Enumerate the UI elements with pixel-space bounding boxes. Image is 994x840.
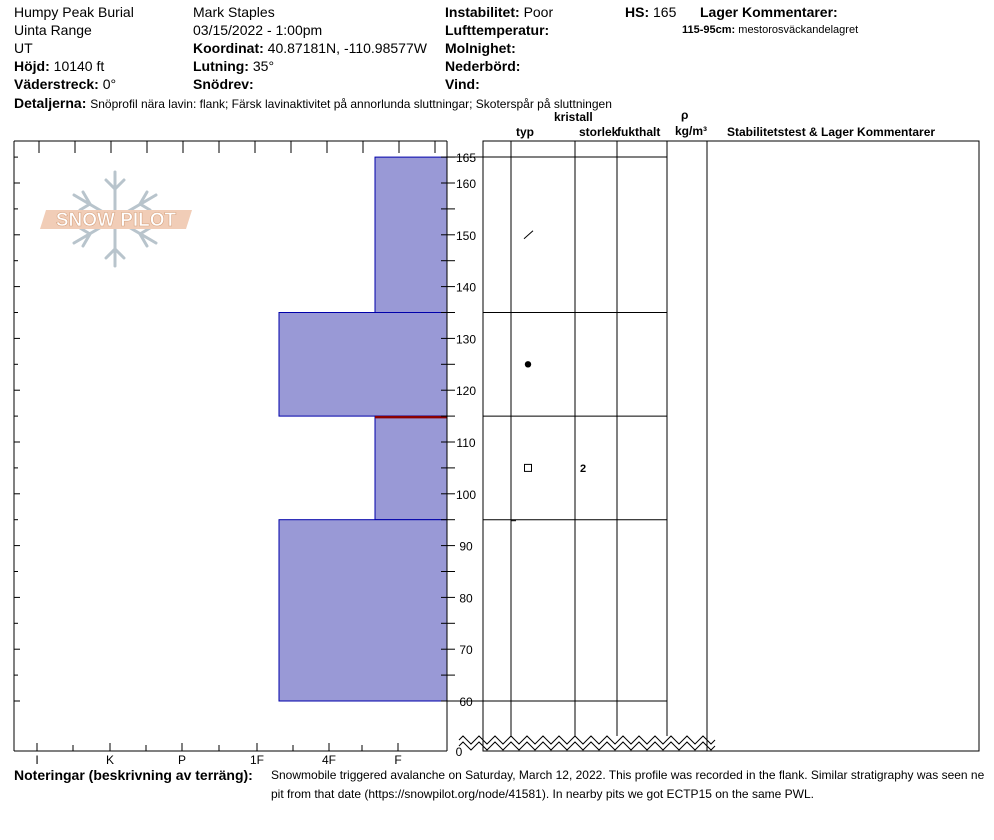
- notes-line-2: pit from that date (https://snowpilot.or…: [271, 787, 814, 801]
- coordinates-row: Koordinat: 40.87181N, -110.98577W: [193, 40, 427, 56]
- depth-tick-label: 150: [456, 229, 476, 243]
- depth-tick-label: 90: [459, 540, 473, 554]
- cloud-cover-label: Molnighet:: [445, 40, 516, 56]
- depth-tick-label: 80: [459, 591, 473, 605]
- depth-tick-label: 165: [456, 151, 476, 165]
- layer-comment-row: 115-95cm: mestorosväckandelagret: [682, 24, 858, 37]
- snow-height-row: HS: 165: [625, 4, 676, 20]
- wind-label: Vind:: [445, 76, 480, 92]
- column-header-moisture: fukthalt: [617, 125, 661, 139]
- layer-table-frame: [482, 140, 980, 752]
- hardness-layers: [278, 156, 448, 702]
- instability-row: Instabilitet: Poor: [445, 4, 553, 20]
- instability-label: Instabilitet:: [445, 4, 520, 20]
- hardness-layer-4: [278, 519, 448, 702]
- hardness-layer-3: [374, 415, 448, 521]
- snow-height-label: HS:: [625, 4, 650, 20]
- air-temperature-label: Lufttemperatur:: [445, 22, 550, 38]
- observation-datetime: 03/15/2022 - 1:00pm: [193, 22, 323, 38]
- hardness-tick-label: I: [35, 753, 38, 767]
- depth-axis: 60 70 80 90 100 110 120 130 140 150 160 165 0: [441, 151, 476, 759]
- notes-line-1: Snowmobile triggered avalanche on Saturd…: [271, 768, 985, 782]
- depth-tick-label: 130: [456, 332, 476, 346]
- hardness-tick-label: K: [106, 753, 114, 767]
- details-text: Snöprofil nära lavin: flank; Färsk lavin…: [90, 97, 612, 111]
- column-header-type: typ: [516, 125, 534, 139]
- hardness-tick-label: 4F: [322, 753, 336, 767]
- depth-tick-label: 110: [456, 436, 475, 450]
- state-name: UT: [14, 40, 33, 56]
- hardness-tick-label: F: [394, 753, 401, 767]
- column-header-rho: ρ: [681, 108, 689, 122]
- notes-label: Noteringar (beskrivning av terräng):: [14, 767, 253, 783]
- elevation-label: Höjd:: [14, 58, 50, 74]
- coordinates-value: 40.87181N, -110.98577W: [267, 40, 427, 56]
- hardness-tick-label: 1F: [250, 753, 264, 767]
- depth-tick-label: 160: [456, 177, 476, 191]
- column-header-stability: Stabilitetstest & Lager Kommentarer: [727, 125, 936, 139]
- logo-banner: [40, 210, 192, 229]
- aspect-label: Väderstreck:: [14, 76, 99, 92]
- grain-faceted-icon: [524, 463, 532, 472]
- details-label: Detaljerna:: [14, 95, 87, 111]
- column-header-crystal: kristall: [554, 110, 593, 124]
- observer-name: Mark Staples: [193, 4, 275, 20]
- drift-label: Snödrev:: [193, 76, 254, 92]
- logo-text: SNOW PILOT: [56, 210, 177, 231]
- hardness-layer-2: [278, 312, 448, 417]
- slope-label: Lutning:: [193, 58, 249, 74]
- aspect-value: 0°: [102, 76, 117, 92]
- range-name: Uinta Range: [14, 22, 92, 38]
- layer-comment-text: mestorosväckandelagret: [738, 24, 859, 36]
- column-header-size: storlek: [579, 125, 619, 139]
- details-row: Detaljerna: Snöprofil nära lavin: flank;…: [14, 95, 612, 111]
- depth-tick-label: 100: [456, 488, 476, 502]
- instability-value: Poor: [523, 4, 554, 20]
- grain-decomposing-icon: [523, 230, 534, 240]
- coordinates-label: Koordinat:: [193, 40, 264, 56]
- depth-tick-label: 140: [456, 281, 476, 295]
- depth-tick-label: 70: [459, 643, 473, 657]
- depth-break-zigzag: [458, 741, 716, 751]
- grain-size-label: 2: [580, 463, 586, 475]
- elevation-value: 10140 ft: [53, 58, 105, 74]
- profile-grid: [13, 140, 980, 752]
- hardness-tick-label: P: [178, 753, 186, 767]
- snow-height-value: 165: [653, 4, 677, 20]
- precipitation-label: Nederbörd:: [445, 58, 521, 74]
- hardness-layer-1: [374, 156, 448, 313]
- column-header-density-unit: kg/m³: [675, 124, 708, 138]
- layer-comment-range: 115-95cm:: [682, 24, 736, 36]
- snowpilot-logo: SNOW PILOT: [40, 170, 192, 268]
- grain-rounded-icon: [524, 361, 532, 368]
- depth-zero-label: 0: [456, 745, 463, 759]
- location-name: Humpy Peak Burial: [14, 4, 134, 20]
- aspect-row: Väderstreck: 0°: [14, 76, 116, 92]
- layer-comments-label: Lager Kommentarer:: [700, 4, 838, 20]
- depth-tick-label: 120: [456, 384, 476, 398]
- depth-break-zigzag: [458, 735, 716, 745]
- elevation-row: Höjd: 10140 ft: [14, 58, 104, 74]
- slope-row: Lutning: 35°: [193, 58, 274, 74]
- slope-value: 35°: [252, 58, 275, 74]
- grain-symbols: 2: [511, 230, 586, 522]
- depth-tick-label: 60: [459, 695, 473, 709]
- hardness-axis: I K P 1F 4F F: [35, 743, 402, 767]
